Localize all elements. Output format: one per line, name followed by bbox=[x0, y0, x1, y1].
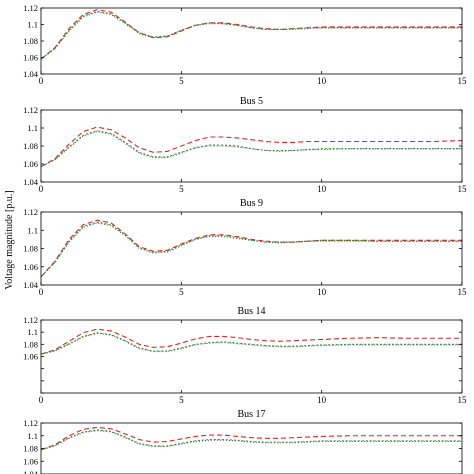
x-tick-label: 5 bbox=[179, 76, 184, 86]
chart-panel-3: Bus 9 0 5 10 15 1.04 1.06 1.08 1.1 1.12 bbox=[23, 198, 467, 297]
y-tick-label: 1.04 bbox=[23, 280, 39, 290]
series-line-1 bbox=[41, 126, 462, 168]
y-tick-label: 1.1 bbox=[27, 327, 38, 337]
figure-ylabel: Voltage magnitude [p.u.] bbox=[4, 190, 15, 289]
chart-panel-1: 0 5 10 15 1.04 1.06 1.08 1.1 1.12 bbox=[23, 3, 467, 86]
x-tick-label: 15 bbox=[458, 287, 468, 297]
x-tick-label: 0 bbox=[39, 395, 44, 405]
x-tick-label: 15 bbox=[458, 184, 468, 194]
x-tick-label: 10 bbox=[317, 287, 327, 297]
x-tick-label: 15 bbox=[458, 395, 468, 405]
plot-frame bbox=[40, 319, 463, 394]
y-tick-label: 1.08 bbox=[23, 36, 38, 46]
y-tick-label: 1.08 bbox=[23, 244, 38, 254]
y-tick-label: 1.12 bbox=[23, 105, 38, 115]
y-tick-label: 1.12 bbox=[23, 315, 38, 325]
series-line-1 bbox=[41, 219, 462, 278]
y-tick-label: 1.08 bbox=[23, 444, 38, 454]
panel-title: Bus 5 bbox=[240, 96, 263, 107]
y-tick-label: 1.12 bbox=[23, 418, 38, 428]
chart-panel-5: Bus 17 1.04 1.06 1.08 1.1 1.12 bbox=[23, 409, 463, 474]
y-tick-label: 1.06 bbox=[23, 456, 38, 466]
y-tick-label: 1.04 bbox=[23, 177, 39, 187]
chart-panel-2: Bus 5 0 5 10 15 1.04 1.06 1.08 1.1 1.12 bbox=[23, 96, 467, 194]
series-group bbox=[41, 9, 462, 60]
x-tick-label: 0 bbox=[39, 184, 44, 194]
chart-panels: 0 5 10 15 1.04 1.06 1.08 1.1 1.12 Bus 5 0 5 10 15 1.04… bbox=[23, 3, 467, 474]
series-line-1 bbox=[41, 9, 462, 60]
y-tick-label: 1.06 bbox=[23, 262, 38, 272]
x-tick-label: 5 bbox=[179, 184, 184, 194]
series-line-3 bbox=[41, 332, 462, 355]
y-tick-label: 1.1 bbox=[27, 225, 38, 235]
panel-title: Bus 17 bbox=[237, 409, 265, 420]
x-tick-label: 5 bbox=[179, 395, 184, 405]
x-tick-label: 0 bbox=[39, 76, 44, 86]
y-tick-label: 1.1 bbox=[27, 123, 38, 133]
series-group bbox=[41, 426, 462, 451]
series-group bbox=[41, 328, 462, 355]
series-line-3 bbox=[41, 222, 462, 278]
series-line-2 bbox=[41, 221, 462, 278]
y-tick-label: 1.1 bbox=[27, 20, 38, 30]
y-tick-label: 1.12 bbox=[23, 207, 38, 217]
x-tick-label: 0 bbox=[39, 287, 44, 297]
x-tick-label: 10 bbox=[317, 184, 327, 194]
plot-frame bbox=[40, 7, 463, 75]
series-line-2 bbox=[41, 429, 462, 451]
y-tick-label: 1.1 bbox=[27, 431, 38, 441]
x-tick-label: 10 bbox=[317, 395, 327, 405]
series-group bbox=[41, 126, 462, 168]
panel-title: Bus 9 bbox=[240, 198, 263, 209]
panel-title: Bus 14 bbox=[237, 306, 265, 317]
series-line-2 bbox=[41, 130, 462, 168]
series-group bbox=[41, 219, 462, 278]
x-tick-label: 15 bbox=[458, 76, 468, 86]
y-tick-label: 1.08 bbox=[23, 141, 38, 151]
series-line-1 bbox=[41, 426, 462, 451]
y-tick-label: 1.08 bbox=[23, 339, 38, 349]
y-tick-label: 1.04 bbox=[23, 469, 39, 474]
chart-panel-4: Bus 14 0 5 10 15 1.06 1.08 1.1 1.12 bbox=[23, 306, 467, 405]
y-tick-label: 1.06 bbox=[23, 53, 38, 63]
plot-frame bbox=[40, 109, 463, 183]
y-tick-label: 1.12 bbox=[23, 3, 38, 13]
series-line-2 bbox=[41, 10, 462, 60]
series-line-2 bbox=[41, 332, 462, 355]
series-line-1 bbox=[41, 328, 462, 355]
series-line-3 bbox=[41, 430, 462, 451]
y-tick-label: 1.06 bbox=[23, 159, 38, 169]
plot-frame bbox=[40, 211, 463, 286]
y-tick-label: 1.06 bbox=[23, 352, 38, 362]
series-line-3 bbox=[41, 131, 462, 168]
plot-frame bbox=[40, 422, 463, 474]
y-tick-label: 1.04 bbox=[23, 69, 39, 79]
x-tick-label: 10 bbox=[317, 76, 327, 86]
series-line-3 bbox=[41, 11, 462, 60]
x-tick-label: 5 bbox=[179, 287, 184, 297]
